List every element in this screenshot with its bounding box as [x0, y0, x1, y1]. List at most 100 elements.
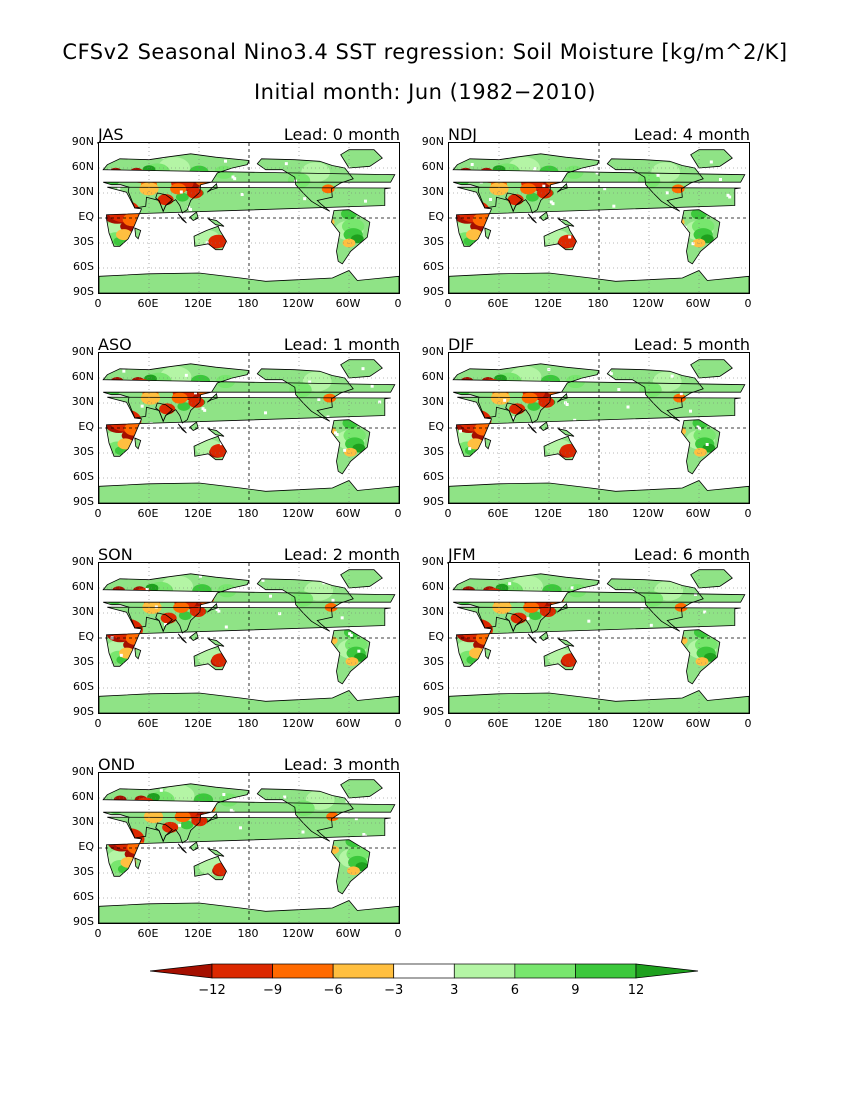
x-tick-label: 120E — [534, 507, 562, 520]
missing-cell — [318, 863, 322, 867]
coastline — [207, 428, 225, 437]
missing-cell — [652, 456, 656, 460]
coastline — [193, 855, 227, 881]
y-tick-label: 30N — [71, 185, 94, 198]
x-tick-label: 0 — [94, 927, 102, 940]
missing-cell — [159, 788, 163, 792]
missing-cell — [222, 793, 226, 796]
y-tick-label: 90N — [421, 135, 444, 148]
missing-cell — [635, 423, 639, 426]
regression-blob — [456, 593, 473, 605]
missing-cell — [577, 253, 581, 256]
regression-blob — [453, 590, 467, 600]
missing-cell — [696, 425, 700, 429]
map-frame — [448, 142, 750, 294]
missing-cell — [621, 222, 625, 226]
missing-cell — [578, 602, 582, 606]
panel-season-label: OND — [98, 755, 135, 774]
missing-cell — [335, 433, 339, 436]
missing-cell — [357, 649, 361, 653]
missing-cell — [329, 248, 332, 251]
colorbar-tick-label: 6 — [510, 983, 519, 998]
missing-cell — [666, 657, 670, 661]
coastline — [189, 421, 199, 431]
missing-cell — [514, 248, 518, 252]
colorbar-tick-label: −3 — [384, 983, 404, 998]
regression-blob — [542, 584, 562, 598]
x-tick-label: 0 — [444, 297, 452, 310]
regression-blob — [131, 169, 151, 183]
y-tick-label: 90S — [73, 705, 94, 718]
missing-cell — [119, 653, 123, 657]
x-tick-label: 60W — [335, 927, 361, 940]
regression-blob — [326, 812, 340, 821]
missing-cell — [113, 468, 117, 472]
colorbar: −12 −9 −6 −3 3 6 9 12 — [149, 960, 700, 1000]
coastline — [102, 783, 396, 844]
missing-cell — [268, 245, 272, 249]
missing-cell — [136, 687, 140, 691]
missing-cell — [257, 861, 261, 865]
coastline — [207, 603, 218, 613]
y-tick-label: EQ — [428, 210, 444, 223]
missing-cell — [301, 830, 305, 834]
missing-cell — [269, 594, 272, 598]
regression-blob — [135, 797, 155, 811]
missing-cell — [691, 242, 695, 246]
missing-cell — [194, 857, 198, 861]
y-tick-label: 30S — [73, 865, 94, 878]
x-tick-label: 0 — [394, 927, 402, 940]
missing-cell — [126, 203, 130, 207]
missing-cell — [366, 667, 370, 671]
missing-cell — [491, 665, 495, 669]
missing-cell — [99, 268, 102, 271]
missing-cell — [639, 257, 643, 261]
x-tick-label: 120E — [184, 297, 212, 310]
regression-blob — [324, 636, 338, 646]
regression-blob — [140, 391, 161, 405]
missing-cell — [238, 477, 242, 481]
map-frame — [98, 562, 400, 714]
missing-cell — [140, 404, 144, 408]
coastline — [690, 149, 733, 169]
x-tick-label: 180 — [237, 507, 259, 520]
missing-cell — [284, 162, 288, 166]
missing-cell — [319, 865, 323, 869]
x-tick-label: 0 — [394, 717, 402, 730]
regression-blob — [567, 584, 587, 598]
y-tick-label: 60S — [423, 680, 444, 693]
missing-cell — [582, 436, 586, 440]
colorbar-swatch — [453, 963, 516, 979]
missing-cell — [259, 228, 262, 231]
regression-blob — [489, 182, 509, 196]
coastline — [557, 393, 568, 403]
missing-cell — [170, 173, 174, 176]
regression-blob — [459, 167, 473, 177]
regression-blob — [116, 229, 132, 241]
map-panel: JAS Lead: 0 month 90N 60N 30N EQ 30S 60S 90S 0 60E… — [70, 125, 402, 310]
missing-cell — [459, 429, 462, 433]
missing-cell — [287, 629, 291, 633]
missing-cell — [665, 191, 669, 195]
missing-cell — [570, 586, 574, 590]
missing-cell — [684, 575, 688, 579]
y-tick-label: 90S — [423, 285, 444, 298]
missing-cell — [317, 398, 321, 401]
x-tick-label: 60W — [685, 507, 711, 520]
colorbar-swatch — [575, 963, 637, 979]
map-frame — [98, 142, 400, 294]
y-tick-label: 30S — [73, 235, 94, 248]
x-tick-label: 120E — [184, 717, 212, 730]
x-tick-label: 60E — [137, 927, 159, 940]
coastline — [452, 573, 746, 634]
regression-blob — [509, 403, 526, 415]
coastline — [681, 209, 721, 265]
missing-cell — [352, 466, 356, 470]
regression-blob — [694, 447, 707, 457]
y-tick-label: 60N — [71, 580, 94, 593]
missing-cell — [703, 610, 707, 614]
panel-season-label: NDJ — [448, 125, 478, 144]
missing-cell — [283, 795, 287, 799]
missing-cell — [387, 418, 391, 421]
missing-cell — [319, 230, 323, 234]
